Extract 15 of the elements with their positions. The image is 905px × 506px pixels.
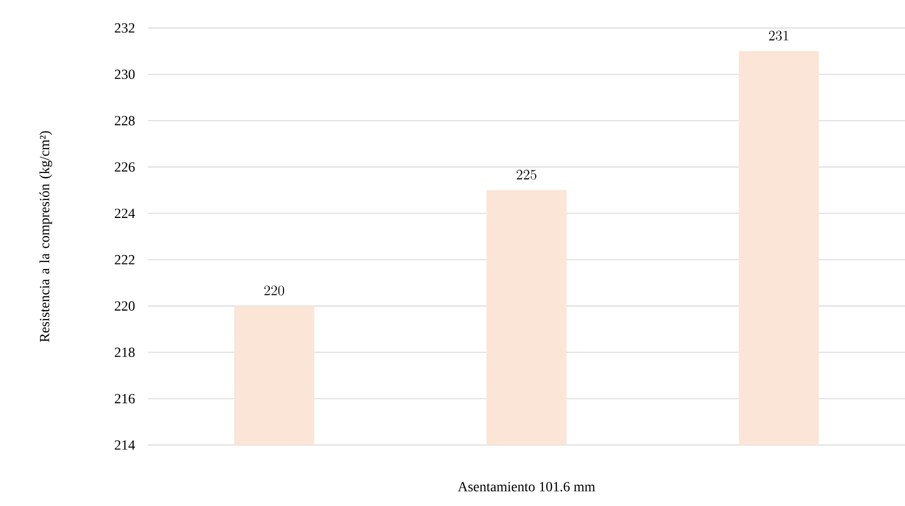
y-tick-label: 222 — [114, 255, 134, 264]
y-tick-label: 216 — [114, 394, 135, 404]
y-tick-label: 218 — [114, 348, 135, 358]
data-label: 225 — [516, 170, 536, 180]
y-tick-label: 230 — [114, 70, 135, 80]
y-tick-label: 214 — [114, 440, 135, 450]
data-label: 231 — [769, 30, 788, 41]
y-tick-label: 224 — [114, 208, 135, 218]
y-tick-label: 232 — [114, 23, 134, 33]
y-tick-label: 226 — [114, 162, 135, 172]
y-tick-label: 228 — [114, 116, 135, 126]
data-label: 220 — [264, 286, 284, 296]
y-tick-label: 220 — [114, 301, 135, 311]
x-axis-title: Asentamiento 101.6 mm — [458, 482, 596, 492]
y-axis-title: Resistencia a la compresión (kg/cm²) — [39, 131, 52, 342]
